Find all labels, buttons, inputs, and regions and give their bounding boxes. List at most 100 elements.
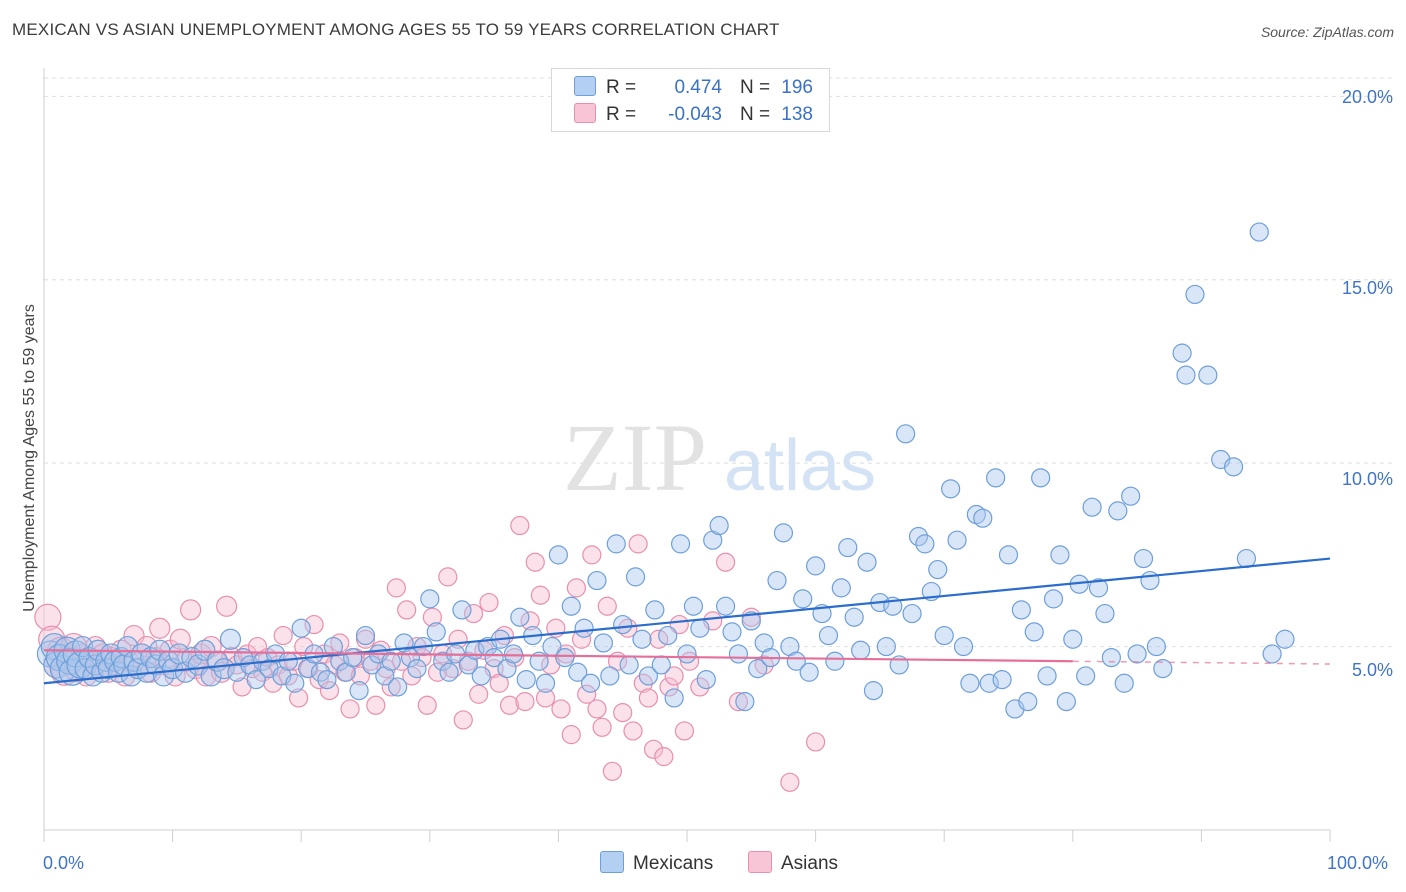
asians-point	[149, 617, 171, 639]
asians-point	[499, 695, 520, 715]
asians-point	[453, 710, 473, 730]
mexicans-point	[619, 655, 639, 675]
legend-row-asians: R = -0.043 N = 138	[574, 103, 813, 126]
mexicans-point	[896, 424, 916, 444]
mexicans-point	[1275, 629, 1295, 649]
asians-swatch	[574, 103, 596, 123]
mexicans-point	[960, 673, 980, 693]
asians-point	[664, 666, 684, 686]
mexicans-point	[1223, 457, 1244, 477]
mexicans-point	[696, 669, 716, 690]
mexicans-point	[986, 468, 1006, 488]
mexicans-point	[1153, 658, 1173, 679]
mexicans-point	[439, 662, 459, 682]
mexicans-point	[748, 658, 768, 679]
r-label: R =	[606, 77, 637, 98]
n-label: N =	[740, 77, 771, 98]
asians-point	[366, 695, 386, 715]
mexicans-point	[786, 651, 806, 671]
mexicans-point	[876, 636, 896, 657]
mexicans-point	[574, 618, 594, 638]
mexicans-point	[683, 596, 704, 616]
asians-point	[216, 595, 238, 617]
asians-point	[535, 688, 556, 708]
mexicans-point	[715, 596, 736, 616]
asians-point	[669, 614, 689, 635]
legend-mexicans: Mexicans	[600, 851, 713, 875]
mexicans-point	[773, 523, 794, 543]
mexicans-point	[503, 644, 523, 664]
mexicans-point	[793, 589, 813, 609]
mexicans-point	[825, 651, 845, 671]
asians-point	[592, 717, 612, 737]
y-tick-label: 15.0%	[1341, 278, 1393, 298]
asians-point	[551, 699, 571, 719]
asians-point	[754, 655, 774, 675]
asians-point	[628, 534, 648, 554]
mexicans-point	[690, 618, 710, 638]
asians-point	[381, 677, 401, 697]
mexicans-point	[580, 673, 601, 693]
mexicans-point	[317, 669, 337, 690]
asians-point	[180, 599, 202, 621]
mexicans-point	[381, 651, 401, 671]
mexicans-point	[535, 673, 556, 693]
mexicans-point	[928, 559, 948, 580]
mexicans-point	[998, 545, 1019, 565]
mexicans-point	[664, 688, 684, 708]
x-tick-label: 100.0%	[1327, 853, 1389, 873]
mexicans-point	[632, 629, 652, 649]
asians-point	[602, 761, 623, 781]
mexicans-point	[1198, 365, 1218, 385]
mexicans-point	[510, 607, 530, 627]
mexicans-point	[799, 662, 819, 682]
mexicans-point	[1114, 673, 1134, 693]
mexicans-point	[818, 625, 839, 646]
asians-point	[340, 699, 360, 719]
asians-point	[690, 677, 710, 697]
mexicans-point	[1140, 570, 1160, 591]
mexicans-point	[953, 636, 974, 657]
mexicans-point	[1018, 692, 1038, 712]
mexicans-point	[1127, 644, 1147, 664]
mexicans-point	[407, 658, 427, 679]
source-label: Source: ZipAtlas.com	[1260, 24, 1394, 40]
asians-point	[278, 666, 298, 686]
asians-point	[515, 692, 535, 712]
correlation-legend: R = 0.474 N = 196 R = -0.043 N = 138	[551, 68, 830, 132]
mexicans-point	[934, 625, 954, 646]
asians-point	[304, 614, 324, 635]
mexicans-point	[291, 618, 311, 638]
mexicans-point	[863, 681, 884, 701]
mexicans-point	[947, 530, 967, 550]
mexicans-point	[219, 628, 242, 650]
asians-point	[350, 666, 370, 686]
mexicans-point	[1031, 468, 1051, 488]
asians-point	[289, 688, 309, 708]
mexicans-point	[246, 669, 266, 690]
asians-point	[319, 681, 340, 701]
r-label: R =	[606, 104, 637, 125]
mexicans-point	[213, 657, 235, 680]
asians-point	[674, 721, 695, 741]
asians-point	[587, 699, 607, 719]
asians-point	[397, 600, 417, 620]
mexicans-point	[285, 673, 305, 693]
asians-point	[780, 772, 800, 792]
asians-point	[525, 552, 545, 572]
asians-point	[422, 607, 442, 627]
asians-point	[582, 545, 602, 565]
mexicans-point	[1262, 644, 1282, 664]
chart-title: MEXICAN VS ASIAN UNEMPLOYMENT AMONG AGES…	[12, 20, 780, 39]
mexicans-point	[941, 479, 961, 499]
asians-point	[805, 732, 826, 752]
mexicans-point	[1236, 548, 1257, 569]
mexicans-point	[1050, 545, 1070, 565]
asians-point	[463, 603, 484, 624]
mexicans-point	[1056, 692, 1076, 712]
asians-trend-line	[43, 649, 1073, 663]
mexicans-point	[1088, 578, 1109, 598]
mexicans-point	[355, 625, 376, 646]
asians-point	[577, 684, 597, 704]
n-label: N =	[740, 104, 771, 125]
